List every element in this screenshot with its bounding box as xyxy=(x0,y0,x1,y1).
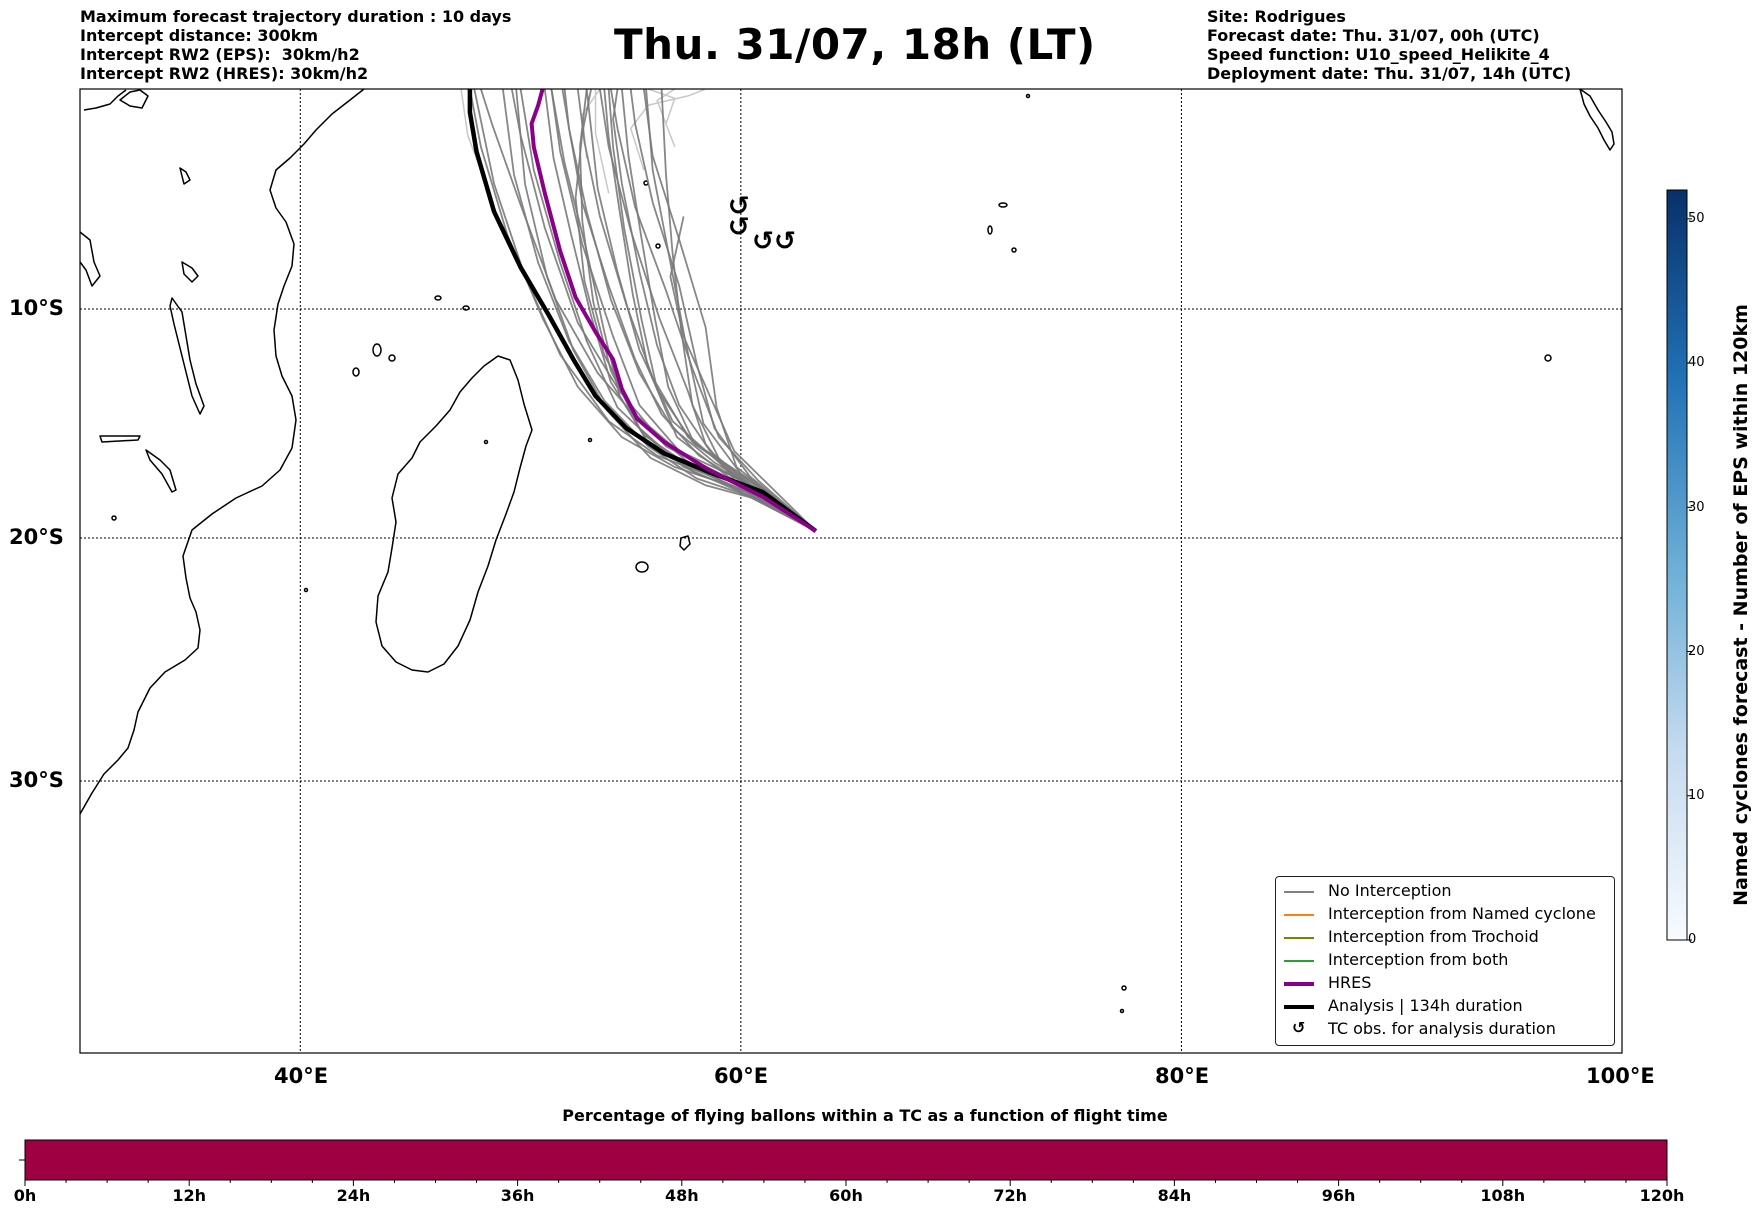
legend-label: Analysis | 134h duration xyxy=(1328,996,1523,1015)
legend-swatch xyxy=(1284,960,1314,962)
time-tick-36h: 36h xyxy=(500,1186,535,1205)
legend-swatch xyxy=(1284,914,1314,916)
time-tick-72h: 72h xyxy=(993,1186,1028,1205)
legend-label: Interception from Named cyclone xyxy=(1328,904,1596,923)
info-intercept-distance: Intercept distance: 300km xyxy=(80,26,319,45)
legend-item-analysis: Analysis | 134h duration xyxy=(1276,995,1614,1018)
lake-tanganyika xyxy=(99,435,141,443)
eps-track xyxy=(610,89,817,532)
eps-track xyxy=(502,89,817,532)
eps-track xyxy=(579,89,817,532)
africa-coastline xyxy=(80,89,365,815)
gridlines xyxy=(80,89,1622,1053)
colorbar-tick-50: 50 xyxy=(1688,211,1705,226)
site-info: Site: Rodrigues Forecast date: Thu. 31/0… xyxy=(1207,7,1571,83)
eps-track xyxy=(643,89,817,532)
lon-label-100e: 100°E xyxy=(1586,1064,1655,1088)
island-mauritius xyxy=(679,535,691,551)
eps-track xyxy=(603,89,817,532)
time-tick-60h: 60h xyxy=(829,1186,863,1205)
legend-swatch xyxy=(1284,891,1314,893)
legend-item-named-cyclone: Interception from Named cyclone xyxy=(1276,903,1614,926)
info-forecast-date: Forecast date: Thu. 31/07, 00h (UTC) xyxy=(1207,26,1540,45)
lon-label-40e: 40°E xyxy=(274,1064,329,1088)
island-reunion xyxy=(635,561,649,573)
lake-malawi xyxy=(169,297,205,415)
cyclone-icon: ↺ xyxy=(1292,1018,1306,1037)
cyclone-icon: ↺ xyxy=(774,226,796,256)
eps-track xyxy=(629,89,817,532)
madagascar-coastline xyxy=(375,355,533,673)
lat-label-30s: 30°S xyxy=(9,768,64,792)
time-tick-108h: 108h xyxy=(1480,1186,1526,1205)
colorbar-tick-40: 40 xyxy=(1688,355,1705,370)
lon-label-60e: 60°E xyxy=(714,1064,769,1088)
info-speed-function: Speed function: U10_speed_Helikite_4 xyxy=(1207,45,1550,64)
info-deployment-date: Deployment date: Thu. 31/07, 14h (UTC) xyxy=(1207,64,1572,83)
time-tick-48h: 48h xyxy=(664,1186,699,1205)
forecast-parameters: Maximum forecast trajectory duration : 1… xyxy=(80,7,511,83)
cyclone-icon: ↺ xyxy=(728,192,750,222)
legend-swatch xyxy=(1284,1005,1314,1009)
legend-item-tc-obs: ↺ TC obs. for analysis duration xyxy=(1276,1018,1614,1041)
island-seychelles xyxy=(181,261,199,283)
time-bar-title: Percentage of flying ballons within a TC… xyxy=(562,1106,1168,1125)
eps-track-light xyxy=(648,89,676,124)
time-tick-120h: 120h xyxy=(1639,1186,1685,1205)
legend-swatch xyxy=(1284,937,1314,939)
coastline-group xyxy=(80,89,1615,1014)
colorbar-ticks xyxy=(1687,218,1692,941)
eps-track xyxy=(621,89,817,532)
legend-label: Interception from both xyxy=(1328,950,1509,969)
time-tick-0h: 0h xyxy=(13,1186,37,1205)
legend-label: TC obs. for analysis duration xyxy=(1328,1019,1556,1038)
info-site: Site: Rodrigues xyxy=(1207,7,1346,26)
eps-track xyxy=(519,89,817,532)
eps-tracks xyxy=(469,89,817,532)
eps-track-light xyxy=(656,89,676,148)
eps-track xyxy=(576,89,817,532)
colorbar-label: Named cyclones forecast - Number of EPS … xyxy=(1730,304,1752,906)
time-bar-fill xyxy=(25,1140,1667,1180)
time-tick-12h: 12h xyxy=(172,1186,207,1205)
time-tick-96h: 96h xyxy=(1321,1186,1356,1205)
info-max-duration: Maximum forecast trajectory duration : 1… xyxy=(80,7,512,26)
colorbar xyxy=(1666,189,1688,941)
horn-coastline xyxy=(80,231,101,287)
analysis-track xyxy=(467,89,818,533)
map-frame xyxy=(79,88,1623,1054)
legend-swatch xyxy=(1284,982,1314,986)
cyclone-icon: ↺ xyxy=(752,226,774,256)
time-tick-24h: 24h xyxy=(336,1186,371,1205)
eps-track xyxy=(585,89,817,532)
lon-label-80e: 80°E xyxy=(1155,1064,1210,1088)
legend-label: HRES xyxy=(1328,973,1372,992)
legend-item-trochoid: Interception from Trochoid xyxy=(1276,926,1614,949)
island-comoros xyxy=(372,343,382,357)
legend-label: No Interception xyxy=(1328,881,1452,900)
time-bar-ticks xyxy=(24,1180,1668,1186)
time-tick-84h: 84h xyxy=(1157,1186,1192,1205)
colorbar-tick-10: 10 xyxy=(1688,788,1705,803)
info-rw2-eps: Intercept RW2 (EPS): 30km/h2 xyxy=(80,45,360,64)
page-title: Thu. 31/07, 18h (LT) xyxy=(614,20,1096,69)
colorbar-tick-0: 0 xyxy=(1688,932,1697,947)
map-legend: No Interception Interception from Named … xyxy=(1275,876,1615,1046)
tc-observations: ↺↺ ↺ ↺ xyxy=(728,192,796,257)
cyclone-icon: ↺ xyxy=(728,212,750,242)
legend-label: Interception from Trochoid xyxy=(1328,927,1539,946)
lat-label-10s: 10°S xyxy=(9,296,64,320)
lat-label-20s: 20°S xyxy=(9,525,64,549)
hres-track xyxy=(529,89,817,533)
eps-track-light xyxy=(594,89,610,194)
colorbar-tick-30: 30 xyxy=(1688,500,1705,515)
info-rw2-hres: Intercept RW2 (HRES): 30km/h2 xyxy=(80,64,369,83)
legend-item-both: Interception from both xyxy=(1276,949,1614,972)
eps-track xyxy=(669,216,817,532)
legend-item-hres: HRES xyxy=(1276,972,1614,995)
colorbar-tick-20: 20 xyxy=(1688,644,1705,659)
legend-item-no-interception: No Interception xyxy=(1276,880,1614,903)
